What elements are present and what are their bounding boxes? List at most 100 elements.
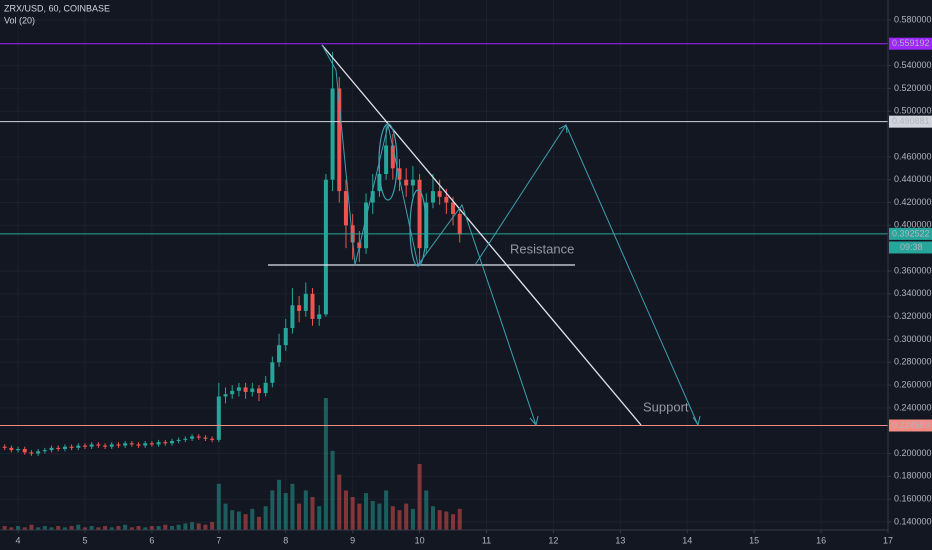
volume-bar	[364, 493, 369, 530]
price-label: 0.490881	[892, 116, 930, 126]
volume-bar	[410, 508, 415, 530]
arrow-head	[529, 415, 539, 427]
price-label: 0.392522	[892, 228, 930, 238]
candle-body	[176, 439, 181, 442]
trend-line	[321, 44, 642, 426]
volume-bar	[323, 398, 328, 530]
volume-bar	[76, 524, 81, 530]
y-tick-label: 0.240000	[894, 402, 932, 412]
volume-bar	[417, 464, 422, 530]
x-tick-label: 12	[548, 535, 558, 545]
drawings	[268, 44, 701, 427]
candle-body	[56, 447, 61, 449]
candle-body	[76, 445, 81, 448]
volume-bar	[230, 510, 235, 530]
volume-bar	[384, 490, 389, 530]
volume-bar	[163, 524, 168, 530]
price-label: 0.559192	[892, 38, 930, 48]
ellipse	[409, 189, 427, 267]
volume-bar	[169, 526, 174, 530]
price-label-bg	[889, 37, 932, 50]
volume-bar	[42, 526, 47, 530]
volume-bar	[377, 503, 382, 530]
volume-bar	[196, 523, 201, 530]
volume-bar	[116, 526, 121, 530]
candle-body	[270, 362, 275, 383]
y-tick-label: 0.300000	[894, 334, 932, 344]
volume-bar	[457, 508, 462, 530]
countdown-bg	[889, 241, 932, 254]
candle-body	[96, 444, 101, 446]
candle-layer	[2, 51, 462, 456]
candle-body	[250, 388, 255, 392]
y-tick-label: 0.280000	[894, 357, 932, 367]
candle-body	[310, 293, 315, 319]
volume-bar	[223, 503, 228, 530]
y-tick-label: 0.500000	[894, 106, 932, 116]
volume-bar	[357, 503, 362, 530]
volume-bar	[89, 526, 94, 530]
volume-bar	[263, 506, 268, 530]
volume-bar	[49, 527, 54, 530]
volume-bar	[9, 527, 14, 530]
volume-bar	[82, 527, 87, 530]
candle-body	[123, 443, 128, 446]
x-tick-label: 6	[149, 535, 154, 545]
price-label-bg	[889, 419, 932, 432]
candle-body	[183, 438, 188, 440]
candle-body	[16, 448, 21, 451]
candle-body	[330, 88, 335, 180]
volume-layer	[2, 398, 462, 530]
volume-bar	[303, 490, 308, 530]
candle-body	[390, 145, 395, 169]
volume-bar	[96, 527, 101, 530]
candle-body	[203, 437, 208, 439]
candle-body	[49, 447, 54, 451]
candle-body	[417, 179, 422, 249]
projection-path	[321, 44, 537, 426]
candle-body	[364, 202, 369, 249]
axis-layer: 0.580000 0.540000 0.520000 0.500000 0.460000…	[16, 14, 932, 545]
x-tick-label: 9	[350, 535, 355, 545]
volume-bar	[36, 527, 41, 530]
price-label: 0.224589	[892, 420, 930, 430]
arrow-head	[692, 415, 701, 427]
annotation: Support	[643, 399, 689, 414]
y-tick-label: 0.520000	[894, 83, 932, 93]
y-tick-label: 0.140000	[894, 516, 932, 526]
candle-body	[156, 442, 161, 445]
volume-bar	[210, 522, 215, 530]
volume-bar	[129, 527, 134, 530]
volume-bar	[290, 483, 295, 530]
candle-body	[36, 451, 41, 454]
y-tick-label: 0.340000	[894, 288, 932, 298]
candle-body	[2, 446, 7, 448]
volume-bar	[183, 523, 188, 530]
x-tick-label: 5	[82, 535, 87, 545]
candle-body	[89, 444, 94, 447]
volume-bar	[270, 490, 275, 530]
candle-body	[136, 444, 141, 446]
candle-body	[451, 202, 456, 214]
volume-bar	[390, 506, 395, 530]
x-tick-label: 7	[216, 535, 221, 545]
volume-bar	[176, 524, 181, 530]
volume-bar	[343, 490, 348, 530]
x-tick-label: 13	[615, 535, 625, 545]
y-tick-label: 0.260000	[894, 379, 932, 389]
price-line-layer	[0, 43, 888, 426]
candle-body	[69, 446, 74, 448]
candle-body	[410, 179, 415, 186]
candle-body	[323, 179, 328, 315]
volume-bar	[56, 526, 61, 530]
candle-body	[297, 305, 302, 311]
y-tick-label: 0.360000	[894, 265, 932, 275]
volume-bar	[22, 527, 27, 530]
volume-bar	[190, 522, 195, 530]
volume-bar	[317, 506, 322, 530]
volume-bar	[256, 516, 261, 530]
candle-body	[437, 191, 442, 197]
candle-body	[256, 388, 261, 394]
candle-body	[317, 314, 322, 319]
candle-body	[103, 445, 108, 447]
